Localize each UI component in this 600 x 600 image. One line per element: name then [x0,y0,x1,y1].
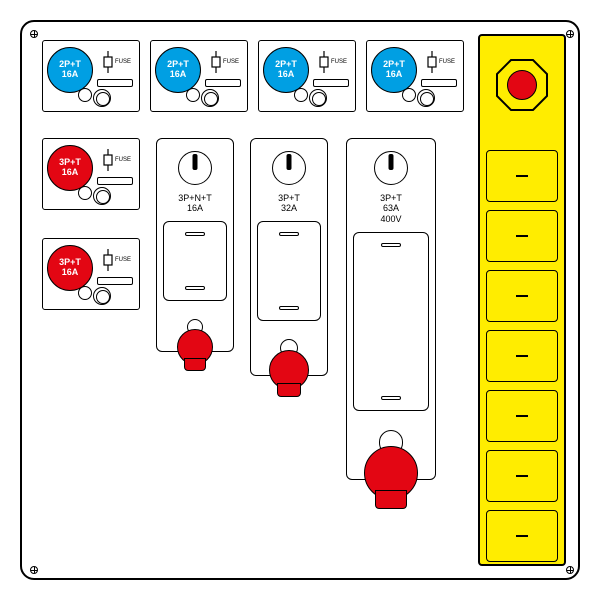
breaker-slot-2[interactable] [486,210,558,262]
breaker-slot-4[interactable] [486,330,558,382]
socket-outlet: 3P+T 16A [47,245,93,291]
unit-body [257,221,321,321]
keyway-icon [78,88,92,102]
fuse-label: FUSE [115,157,131,163]
vent-slot [381,243,401,247]
fuse-holder [309,89,327,107]
terminal-bar [97,177,133,185]
breaker-slot-7[interactable] [486,510,558,562]
fuse-holder [417,89,435,107]
interlocked-socket-unit-1[interactable]: 3P+N+T 16A [156,138,234,352]
screw-icon [566,566,574,574]
breaker-slot-3[interactable] [486,270,558,322]
socket-rating-label: 2P+T 16A [167,60,189,80]
socket-outlet: 2P+T 16A [371,47,417,93]
vent-slot [279,306,299,310]
socket-rating-label: 3P+T 16A [59,258,81,278]
interlocked-socket-unit-2[interactable]: 3P+T 32A [250,138,328,376]
unit-rating-label: 3P+N+T 16A [178,193,212,214]
terminal-bar [205,79,241,87]
screw-icon [566,30,574,38]
socket-rating-label: 2P+T 16A [383,60,405,80]
fuse-holder [201,89,219,107]
breaker-slot-5[interactable] [486,390,558,442]
unit-rating-label: 3P+T 63A 400V [380,193,402,224]
fuse-label: FUSE [331,59,347,65]
socket-module-blue-3[interactable]: 2P+T 16A FUSE [258,40,356,112]
fuse-label: FUSE [439,59,455,65]
socket-module-red-2[interactable]: 3P+T 16A FUSE [42,238,140,310]
fuse-holder [93,89,111,107]
fuse-icon [103,249,113,271]
distribution-panel: 2P+T 16AFUSE2P+T 16AFUSE2P+T 16AFUSE2P+T… [20,20,580,580]
breaker-slot-6[interactable] [486,450,558,502]
keyway-icon [402,88,416,102]
vent-slot [381,396,401,400]
fuse-label: FUSE [115,59,131,65]
breaker-column [478,34,566,566]
vent-slot [279,232,299,236]
vent-slot [185,232,205,236]
socket-module-blue-1[interactable]: 2P+T 16A FUSE [42,40,140,112]
socket-rating-label: 3P+T 16A [59,158,81,178]
socket-outlet: 2P+T 16A [263,47,309,93]
screw-icon [30,30,38,38]
breaker-slot-1[interactable] [486,150,558,202]
rotary-switch[interactable] [374,151,408,185]
rotary-switch[interactable] [178,151,212,185]
terminal-bar [97,79,133,87]
fuse-icon [211,51,221,73]
fuse-label: FUSE [115,257,131,263]
socket-module-blue-2[interactable]: 2P+T 16A FUSE [150,40,248,112]
emergency-stop-button[interactable] [495,58,549,112]
keyway-icon [186,88,200,102]
fuse-icon [319,51,329,73]
fuse-holder [93,187,111,205]
fuse-holder [93,287,111,305]
plug-assembly [269,343,309,391]
estop-red-button[interactable] [507,70,537,100]
unit-body [353,232,429,411]
keyway-icon [78,286,92,300]
socket-module-red-1[interactable]: 3P+T 16A FUSE [42,138,140,210]
socket-outlet: 3P+T 16A [47,145,93,191]
fuse-icon [103,149,113,171]
socket-module-blue-4[interactable]: 2P+T 16A FUSE [366,40,464,112]
vent-slot [185,286,205,290]
plug-assembly [177,322,213,365]
fuse-icon [103,51,113,73]
keyway-icon [294,88,308,102]
keyway-icon [78,186,92,200]
socket-rating-label: 2P+T 16A [59,60,81,80]
fuse-label: FUSE [223,59,239,65]
terminal-bar [313,79,349,87]
screw-icon [30,566,38,574]
unit-body [163,221,227,301]
rotary-switch[interactable] [272,151,306,185]
interlocked-socket-unit-3[interactable]: 3P+T 63A 400V [346,138,436,480]
socket-outlet: 2P+T 16A [47,47,93,93]
socket-outlet: 2P+T 16A [155,47,201,93]
plug-assembly [364,436,418,501]
terminal-bar [97,277,133,285]
socket-rating-label: 2P+T 16A [275,60,297,80]
unit-rating-label: 3P+T 32A [278,193,300,214]
terminal-bar [421,79,457,87]
fuse-icon [427,51,437,73]
